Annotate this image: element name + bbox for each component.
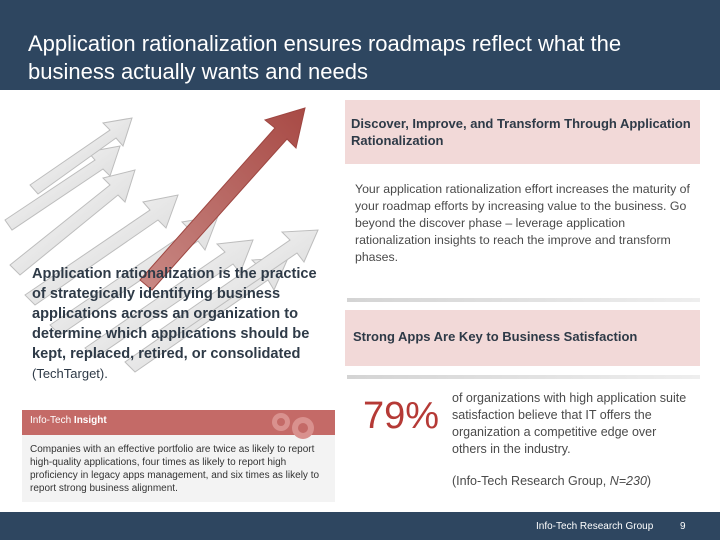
- stat-description: of organizations with high application s…: [452, 391, 687, 456]
- definition-citation: (TechTarget).: [32, 366, 108, 381]
- callout-strong-apps: Strong Apps Are Key to Business Satisfac…: [345, 310, 700, 366]
- callout-discover-improve-transform: Discover, Improve, and Transform Through…: [345, 100, 700, 164]
- divider: [347, 298, 700, 302]
- slide-header: Application rationalization ensures road…: [0, 0, 720, 90]
- insight-brand: Info-Tech: [30, 415, 72, 426]
- insight-header: Info-Tech Insight: [22, 410, 335, 439]
- insight-label: Info-Tech Insight: [30, 415, 107, 426]
- insight-box: Info-Tech Insight Companies with an effe…: [22, 410, 335, 502]
- stat-source-n: N=230: [609, 474, 647, 488]
- definition-block: Application rationalization is the pract…: [32, 264, 332, 384]
- insight-label-word: Insight: [73, 415, 107, 426]
- footer-org: Info-Tech Research Group: [536, 521, 654, 532]
- arrows-illustration: [4, 107, 319, 373]
- insight-text: Companies with an effective portfolio ar…: [30, 444, 320, 494]
- page-number: 9: [680, 521, 686, 532]
- stat-source-suffix: ): [646, 474, 652, 488]
- definition-text: Application rationalization is the pract…: [32, 266, 317, 362]
- stat-source: (Info-Tech Research Group, N=230): [452, 474, 651, 488]
- callout-discover-text: Discover, Improve, and Transform Through…: [351, 116, 691, 148]
- stat-source-prefix: (Info-Tech Research Group,: [452, 474, 610, 488]
- divider: [347, 375, 700, 379]
- gears-icon: [272, 413, 314, 439]
- roadmap-maturity-text: Your application rationalization effort …: [355, 182, 690, 264]
- slide-title: Application rationalization ensures road…: [28, 31, 622, 84]
- callout-strong-apps-text: Strong Apps Are Key to Business Satisfac…: [353, 329, 638, 344]
- stat-value: 79%: [363, 395, 440, 437]
- slide-footer: Info-Tech Research Group 9: [0, 512, 720, 540]
